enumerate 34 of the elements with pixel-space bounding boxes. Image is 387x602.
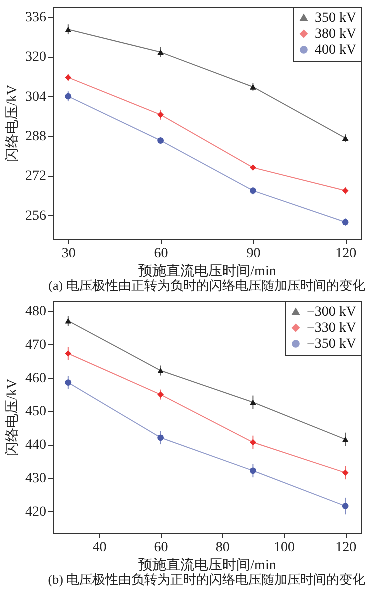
y-tick-label: 288 [26, 130, 46, 145]
legend-label: 350 kV [315, 11, 357, 26]
x-tick-label: 60 [154, 246, 168, 262]
x-tick-label: 120 [336, 246, 357, 262]
legend-label: 400 kV [315, 43, 357, 58]
x-tick-label: 40 [92, 540, 107, 556]
y-tick-label: 336 [26, 10, 46, 26]
x-axis-title: 预施直流电压时间/min [138, 264, 276, 280]
x-tick-label: 60 [154, 540, 168, 556]
x-tick-label: 120 [336, 540, 357, 556]
text: (b) 电压极性由负转为正时的闪络电压随加压时间的变化 [48, 572, 366, 587]
y-tick-label: 460 [26, 371, 46, 386]
y-tick-label: 272 [26, 169, 46, 184]
y-tick-label: 320 [26, 50, 46, 66]
y-tick-label: 304 [26, 90, 46, 105]
text: (a) 电压极性由正转为负时的闪络电压随加压时间的变化 [48, 278, 366, 293]
x-tick-label: 30 [62, 246, 76, 262]
x-tick-label: 90 [246, 246, 261, 262]
y-tick-label: 420 [26, 504, 46, 520]
x-tick-label: 80 [216, 540, 230, 556]
y-tick-label: 430 [26, 471, 46, 486]
legend-label: 380 kV [315, 27, 357, 42]
legend-label: −350 kV [307, 337, 357, 352]
y-tick-label: 256 [26, 208, 46, 224]
y-tick-label: 480 [26, 304, 46, 320]
y-axis-title: 闪络电压/kV [4, 379, 20, 456]
x-tick-label: 100 [274, 540, 295, 556]
y-axis-title: 闪络电压/kV [4, 85, 20, 162]
y-tick-label: 440 [26, 438, 46, 454]
y-tick-label: 470 [26, 338, 46, 353]
legend-label: −330 kV [307, 321, 357, 336]
y-tick-label: 450 [26, 404, 46, 420]
legend-label: −300 kV [307, 305, 357, 320]
x-axis-title: 预施直流电压时间/min [138, 558, 276, 574]
